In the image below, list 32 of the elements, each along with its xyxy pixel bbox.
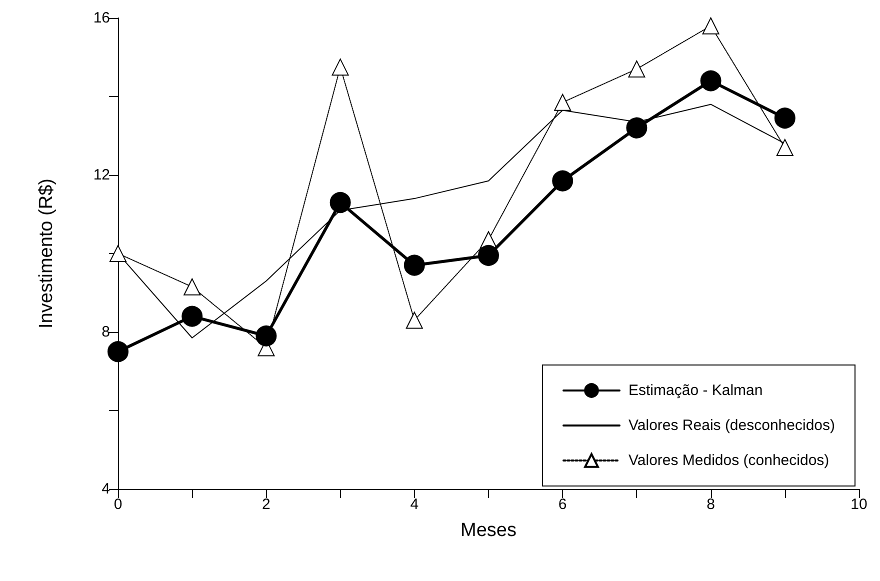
x-tick-label: 0 bbox=[114, 496, 122, 513]
point bbox=[702, 17, 720, 34]
point bbox=[406, 312, 423, 329]
legend-label: Valores Reais (desconhecidos) bbox=[628, 417, 836, 434]
point bbox=[404, 254, 425, 276]
x-axis-title: Meses bbox=[460, 520, 516, 541]
x-tick-label: 4 bbox=[410, 496, 419, 513]
point bbox=[700, 70, 722, 92]
legend-label: Estimação - Kalman bbox=[628, 382, 763, 399]
point bbox=[478, 244, 499, 266]
y-tick-label: 4 bbox=[102, 480, 110, 498]
point bbox=[628, 60, 646, 78]
x-tick-label: 2 bbox=[262, 496, 270, 513]
x-tick-label: 8 bbox=[706, 496, 715, 513]
point bbox=[184, 278, 201, 296]
point bbox=[182, 306, 203, 327]
point bbox=[332, 58, 349, 76]
y-axis-title: Investimento (R$) bbox=[36, 178, 57, 328]
point bbox=[256, 325, 277, 346]
point bbox=[552, 170, 574, 192]
legend-label: Valores Medidos (conhecidos) bbox=[628, 452, 830, 469]
y-tick-label: 16 bbox=[93, 10, 110, 26]
point bbox=[554, 94, 572, 111]
point bbox=[330, 192, 351, 213]
point bbox=[108, 341, 128, 362]
y-tick-label: 8 bbox=[102, 324, 110, 340]
x-tick-label: 10 bbox=[850, 496, 868, 513]
point bbox=[774, 108, 796, 129]
point bbox=[626, 117, 648, 138]
x-tick-label: 6 bbox=[558, 496, 567, 513]
y-tick-label: 12 bbox=[93, 166, 110, 184]
point bbox=[776, 139, 794, 156]
